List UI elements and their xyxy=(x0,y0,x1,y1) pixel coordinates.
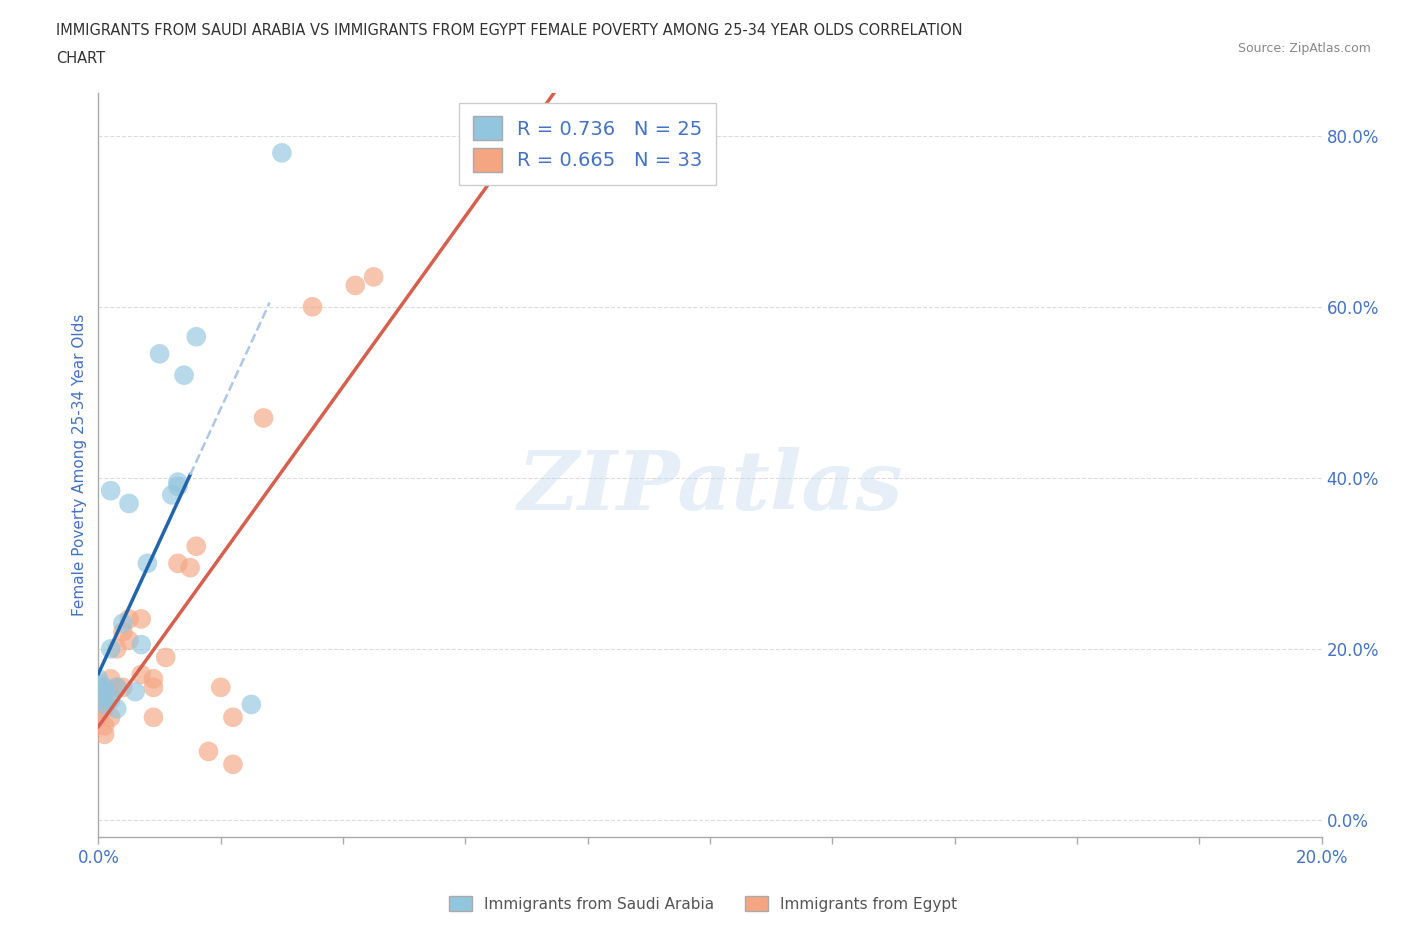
Point xyxy=(100,484,122,498)
Point xyxy=(87,693,110,708)
Point xyxy=(149,346,172,361)
Point xyxy=(301,299,323,314)
Point xyxy=(87,693,110,708)
Point xyxy=(87,680,110,695)
Point xyxy=(179,560,201,575)
Point xyxy=(93,680,115,695)
Y-axis label: Female Poverty Among 25-34 Year Olds: Female Poverty Among 25-34 Year Olds xyxy=(72,313,87,617)
Point xyxy=(142,710,165,724)
Point xyxy=(105,680,128,695)
Point xyxy=(197,744,219,759)
Point xyxy=(222,710,245,724)
Point xyxy=(105,642,128,657)
Point xyxy=(100,693,122,708)
Point xyxy=(167,479,190,494)
Point xyxy=(129,612,152,627)
Legend: Immigrants from Saudi Arabia, Immigrants from Egypt: Immigrants from Saudi Arabia, Immigrants… xyxy=(443,889,963,918)
Point xyxy=(186,538,208,553)
Point xyxy=(129,667,152,682)
Point xyxy=(270,145,292,160)
Point xyxy=(155,650,177,665)
Point xyxy=(93,684,115,699)
Point xyxy=(87,671,110,686)
Point xyxy=(118,633,141,648)
Point xyxy=(93,693,115,708)
Point xyxy=(136,556,159,571)
Legend: R = 0.736   N = 25, R = 0.665   N = 33: R = 0.736 N = 25, R = 0.665 N = 33 xyxy=(460,102,716,185)
Point xyxy=(173,367,195,382)
Point xyxy=(240,697,263,711)
Point xyxy=(87,710,110,724)
Text: ZIPatlas: ZIPatlas xyxy=(517,447,903,527)
Point xyxy=(167,474,190,489)
Point xyxy=(118,496,141,511)
Point xyxy=(111,624,134,639)
Text: Source: ZipAtlas.com: Source: ZipAtlas.com xyxy=(1237,42,1371,55)
Point xyxy=(160,487,183,502)
Point xyxy=(100,642,122,657)
Point xyxy=(186,329,208,344)
Point xyxy=(100,671,122,686)
Point xyxy=(118,612,141,627)
Text: IMMIGRANTS FROM SAUDI ARABIA VS IMMIGRANTS FROM EGYPT FEMALE POVERTY AMONG 25-34: IMMIGRANTS FROM SAUDI ARABIA VS IMMIGRAN… xyxy=(56,23,963,38)
Point xyxy=(142,671,165,686)
Point xyxy=(252,410,274,425)
Text: CHART: CHART xyxy=(56,51,105,66)
Point xyxy=(93,718,115,733)
Point xyxy=(93,697,115,711)
Point xyxy=(363,270,385,285)
Point xyxy=(87,684,110,699)
Point xyxy=(129,637,152,652)
Point xyxy=(222,757,245,772)
Point xyxy=(105,680,128,695)
Point xyxy=(167,556,190,571)
Point xyxy=(100,710,122,724)
Point xyxy=(124,684,146,699)
Point xyxy=(93,727,115,742)
Point xyxy=(111,680,134,695)
Point xyxy=(142,680,165,695)
Point xyxy=(105,701,128,716)
Point xyxy=(100,688,122,703)
Point xyxy=(209,680,232,695)
Point xyxy=(344,278,367,293)
Point xyxy=(93,701,115,716)
Point xyxy=(111,616,134,631)
Point xyxy=(87,675,110,690)
